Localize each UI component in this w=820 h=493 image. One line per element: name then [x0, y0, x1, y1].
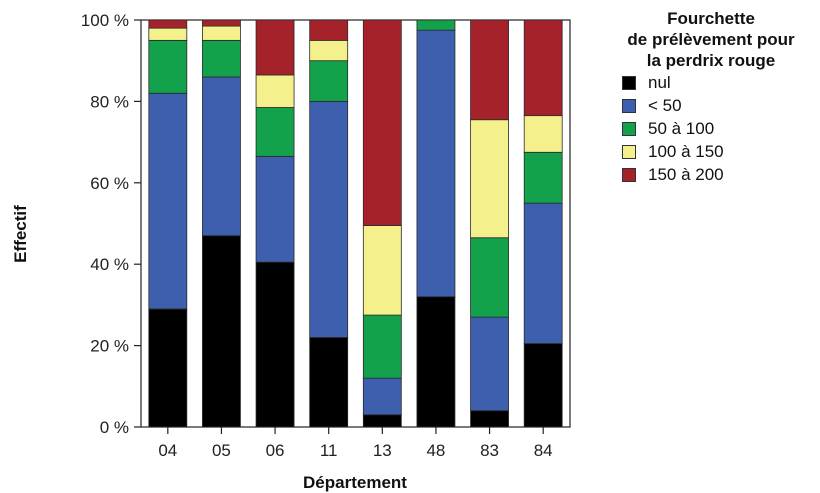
legend-label: 150 à 200 [648, 165, 724, 185]
x-tick-label: 11 [320, 441, 338, 460]
legend-title: Fourchette de prélèvement pour la perdri… [606, 8, 816, 71]
bar-stack-04 [149, 20, 187, 427]
x-tick-label: 13 [373, 441, 392, 460]
legend-label: < 50 [648, 96, 682, 116]
bar-segment-nul-83 [471, 411, 509, 427]
bar-stack-06 [256, 20, 294, 427]
legend-label: nul [648, 73, 671, 93]
legend-item-50-100: 50 à 100 [622, 117, 816, 140]
y-tick-label: 40 % [90, 255, 129, 274]
bar-segment-100-150-06 [256, 75, 294, 108]
bar-stack-05 [202, 20, 240, 427]
legend-item-nul: nul [622, 71, 816, 94]
legend-label: 100 à 150 [648, 142, 724, 162]
y-tick-label: 100 % [81, 11, 129, 30]
bar-stack-11 [310, 20, 348, 427]
y-tick-label: 80 % [90, 92, 129, 111]
x-tick-label: 83 [480, 441, 499, 460]
y-tick-label: 0 % [100, 418, 129, 437]
bar-segment-150-200-84 [524, 20, 562, 116]
x-axis: 04 05 06 11 13 48 83 84 [158, 427, 552, 460]
bar-segment-100-150-83 [471, 120, 509, 238]
bar-segment-100-150-05 [202, 26, 240, 40]
bar-stack-48 [417, 20, 455, 427]
bar-segment-nul-06 [256, 262, 294, 427]
legend-title-line-1: Fourchette [606, 8, 816, 29]
legend-swatch [622, 168, 636, 182]
legend-label: 50 à 100 [648, 119, 714, 139]
legend-items: nul < 50 50 à 100 100 à 150 150 à 200 [606, 71, 816, 186]
x-tick-label: 48 [426, 441, 445, 460]
y-tick-label: 60 % [90, 174, 129, 193]
bar-segment-150-200-13 [363, 20, 401, 226]
legend-title-line-2: de prélèvement pour [606, 29, 816, 50]
bar-segment-nul-84 [524, 344, 562, 427]
bar-segment-50-06 [256, 156, 294, 262]
bar-segment-nul-48 [417, 297, 455, 427]
legend-swatch [622, 145, 636, 159]
bar-segment-nul-13 [363, 415, 401, 427]
bar-stack-84 [524, 20, 562, 427]
legend: Fourchette de prélèvement pour la perdri… [606, 8, 816, 186]
bar-segment-150-200-04 [149, 20, 187, 28]
bar-segment-50-100-04 [149, 40, 187, 93]
bar-segment-150-200-05 [202, 20, 240, 26]
x-tick-label: 06 [266, 441, 285, 460]
y-tick-label: 20 % [90, 337, 129, 356]
bar-segment-100-150-04 [149, 28, 187, 40]
bar-segment-nul-11 [310, 337, 348, 427]
bar-segment-50-100-83 [471, 238, 509, 317]
bar-segment-nul-05 [202, 236, 240, 427]
x-axis-title: Département [303, 473, 407, 492]
bar-segment-50-100-06 [256, 108, 294, 157]
bar-stack-83 [471, 20, 509, 427]
x-tick-label: 05 [212, 441, 231, 460]
bar-stack-13 [363, 20, 401, 427]
bar-segment-50-05 [202, 77, 240, 236]
bar-segment-100-150-11 [310, 40, 348, 60]
bar-segment-50-11 [310, 101, 348, 337]
bar-segment-50-100-05 [202, 40, 240, 77]
bar-segment-50-13 [363, 378, 401, 415]
legend-swatch [622, 76, 636, 90]
bar-segment-nul-04 [149, 309, 187, 427]
bar-segment-100-150-84 [524, 116, 562, 153]
bar-segment-50-84 [524, 203, 562, 343]
y-axis-title: Effectif [11, 205, 30, 263]
y-axis: 0 % 20 % 40 % 60 % 80 % 100 % [81, 11, 141, 437]
bar-segment-50-100-48 [417, 20, 455, 30]
bar-segment-50-04 [149, 93, 187, 309]
bar-segment-150-200-83 [471, 20, 509, 120]
bar-segment-50-83 [471, 317, 509, 411]
legend-item-50: < 50 [622, 94, 816, 117]
legend-swatch [622, 99, 636, 113]
legend-swatch [622, 122, 636, 136]
bar-segment-50-100-13 [363, 315, 401, 378]
bar-segment-150-200-11 [310, 20, 348, 40]
bar-segment-150-200-06 [256, 20, 294, 75]
bar-segment-100-150-13 [363, 226, 401, 316]
bar-segment-50-48 [417, 30, 455, 297]
bar-segment-50-100-84 [524, 152, 562, 203]
x-tick-label: 84 [534, 441, 553, 460]
x-tick-label: 04 [158, 441, 177, 460]
legend-item-150-200: 150 à 200 [622, 163, 816, 186]
legend-item-100-150: 100 à 150 [622, 140, 816, 163]
bar-segment-50-100-11 [310, 61, 348, 102]
legend-title-line-3: la perdrix rouge [606, 50, 816, 71]
